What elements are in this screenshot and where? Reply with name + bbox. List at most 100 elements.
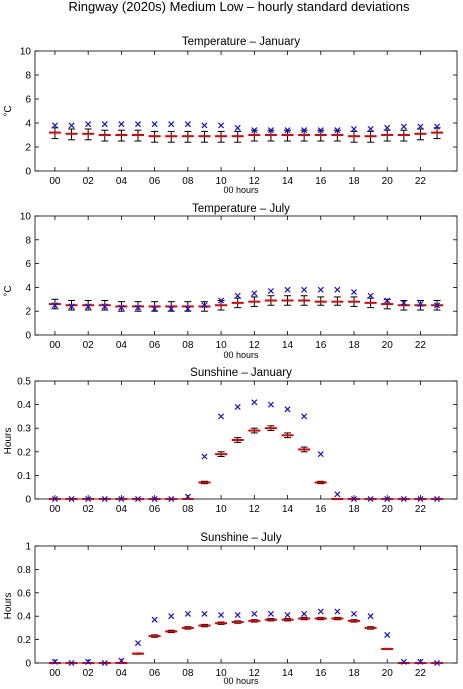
x-tick-label: 10 <box>216 504 228 515</box>
observed-point <box>101 659 108 667</box>
observed-point <box>367 613 374 620</box>
model-errorbar <box>347 296 360 307</box>
observed-point <box>151 495 158 503</box>
observed-point <box>317 608 324 615</box>
y-tick-label: 6 <box>25 259 31 270</box>
model-errorbar <box>98 129 111 142</box>
model-errorbar <box>165 130 178 143</box>
x-tick-label: 14 <box>282 504 294 515</box>
panel-temperature-july: Temperature – July °C 00 hours 024681000… <box>3 203 458 360</box>
x-tick-label: 04 <box>116 504 128 515</box>
model-errorbar <box>65 299 78 311</box>
observed-point <box>101 121 108 128</box>
x-tick-label: 16 <box>315 340 327 351</box>
y-tick-label: 6 <box>25 95 31 106</box>
y-tick-label: 0.2 <box>17 635 31 646</box>
observed-point <box>134 640 142 647</box>
observed-point <box>384 495 391 503</box>
y-axis-label: °C <box>3 285 14 296</box>
observed-point <box>267 401 274 408</box>
observed-point <box>367 495 374 503</box>
x-tick-label: 12 <box>249 668 261 679</box>
model-errorbar <box>148 301 161 312</box>
observed-point <box>118 304 125 311</box>
x-tick-label: 20 <box>382 504 394 515</box>
y-tick-label: 4 <box>25 119 31 130</box>
x-tick-label: 08 <box>182 176 194 187</box>
model-errorbar <box>314 616 327 621</box>
x-tick-label: 14 <box>282 340 294 351</box>
observed-point <box>218 612 225 619</box>
observed-point <box>201 122 208 129</box>
observed-point <box>201 302 208 309</box>
y-tick-label: 1 <box>25 542 31 553</box>
observed-point <box>284 127 291 134</box>
y-axis-label: Hours <box>3 428 14 455</box>
x-tick-label: 02 <box>83 504 95 515</box>
observed-point <box>334 286 341 293</box>
x-tick-label: 18 <box>348 176 360 187</box>
x-tick-label: 12 <box>249 176 261 187</box>
x-tick-label: 12 <box>249 340 261 351</box>
model-errorbar <box>198 480 211 485</box>
x-tick-label: 00 <box>49 504 61 515</box>
x-tick-label: 18 <box>348 340 360 351</box>
x-axis-label: 00 hours <box>223 350 259 360</box>
observed-point <box>118 121 125 128</box>
x-tick-label: 20 <box>382 668 394 679</box>
model-errorbar <box>231 130 244 143</box>
model-errorbar <box>381 129 394 142</box>
plot-area <box>34 50 458 172</box>
y-tick-label: 0 <box>25 495 31 506</box>
panel-sunshine-january: Sunshine – January Hours 0 0.1 0.2 0.3 0.4 0.… <box>3 367 458 515</box>
observed-point <box>234 612 241 619</box>
model-errorbar <box>248 427 261 434</box>
model-errorbar <box>248 296 261 307</box>
y-tick-label: 4 <box>25 283 31 294</box>
x-tick-label: 20 <box>382 340 394 351</box>
observed-point <box>68 659 75 667</box>
observed-point <box>434 123 441 130</box>
observed-point <box>350 610 358 617</box>
x-tick-label: 16 <box>315 504 327 515</box>
x-tick-label: 06 <box>149 504 161 515</box>
model-errorbar <box>215 451 228 458</box>
observed-point <box>301 127 308 134</box>
panel-title: Temperature – July <box>192 203 290 215</box>
y-tick-label: 2 <box>25 307 31 318</box>
observed-point <box>384 297 391 304</box>
observed-point <box>434 659 441 667</box>
observed-point <box>85 303 92 310</box>
y-axis-label: Hours <box>3 593 14 620</box>
x-tick-label: 02 <box>83 668 95 679</box>
model-errorbar <box>132 129 145 142</box>
observed-point <box>68 495 75 503</box>
observed-point <box>251 290 258 297</box>
x-tick-label: 16 <box>315 176 327 187</box>
observed-point <box>434 302 441 309</box>
observed-point <box>267 287 274 294</box>
observed-point <box>218 413 225 420</box>
model-errorbar <box>215 621 228 625</box>
x-tick-label: 04 <box>116 668 128 679</box>
x-tick-label: 06 <box>149 176 161 187</box>
model-errorbar <box>98 299 111 311</box>
observed-point <box>350 495 358 503</box>
observed-point <box>284 286 291 293</box>
observed-point <box>400 123 407 130</box>
observed-point <box>168 305 175 312</box>
y-tick-label: 0 <box>25 331 31 342</box>
model-errorbar <box>314 480 327 485</box>
observed-point <box>101 495 108 503</box>
observed-point <box>134 495 142 503</box>
observed-point <box>334 491 341 498</box>
model-errorbar <box>397 129 410 142</box>
model-errorbar <box>132 652 145 655</box>
observed-point <box>400 495 407 503</box>
model-errorbar <box>397 299 410 311</box>
observed-point <box>417 495 424 503</box>
x-tick-label: 00 <box>49 340 61 351</box>
y-tick-label: 8 <box>25 235 31 246</box>
observed-point <box>301 610 308 617</box>
